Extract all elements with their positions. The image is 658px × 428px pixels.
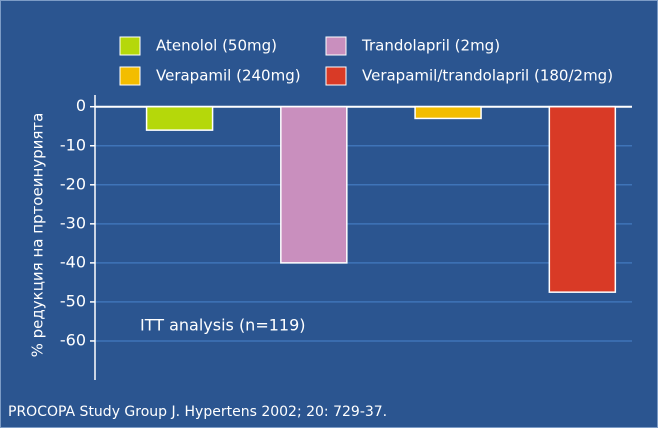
legend-swatch xyxy=(325,36,347,56)
y-axis-label: % редукция на пртоеинурията xyxy=(29,113,47,358)
legend-label: Verapamil/trandolapril (180/2mg) xyxy=(362,67,613,85)
y-tick-label: -20 xyxy=(60,174,86,193)
y-tick-label: -60 xyxy=(60,330,86,349)
y-tick-label: -40 xyxy=(60,252,86,271)
legend-label: Trandolapril (2mg) xyxy=(361,37,500,55)
y-tick-label: -30 xyxy=(60,213,86,232)
bar xyxy=(414,105,482,120)
bar xyxy=(548,105,617,293)
legend-swatch xyxy=(119,66,141,86)
legend-label: Atenolol (50mg) xyxy=(156,37,277,55)
y-tick-label: 0 xyxy=(76,96,86,115)
annotation: ITT analysis (n=119) xyxy=(140,316,306,335)
legend-swatch xyxy=(325,66,347,86)
legend-swatch xyxy=(119,36,141,56)
legend-label: Verapamil (240mg) xyxy=(156,67,301,85)
bar xyxy=(280,105,348,264)
y-tick-label: -50 xyxy=(60,291,86,310)
source-note: PROCOPA Study Group J. Hypertens 2002; 2… xyxy=(8,404,387,420)
bar xyxy=(145,105,214,131)
y-tick-label: -10 xyxy=(60,135,86,154)
